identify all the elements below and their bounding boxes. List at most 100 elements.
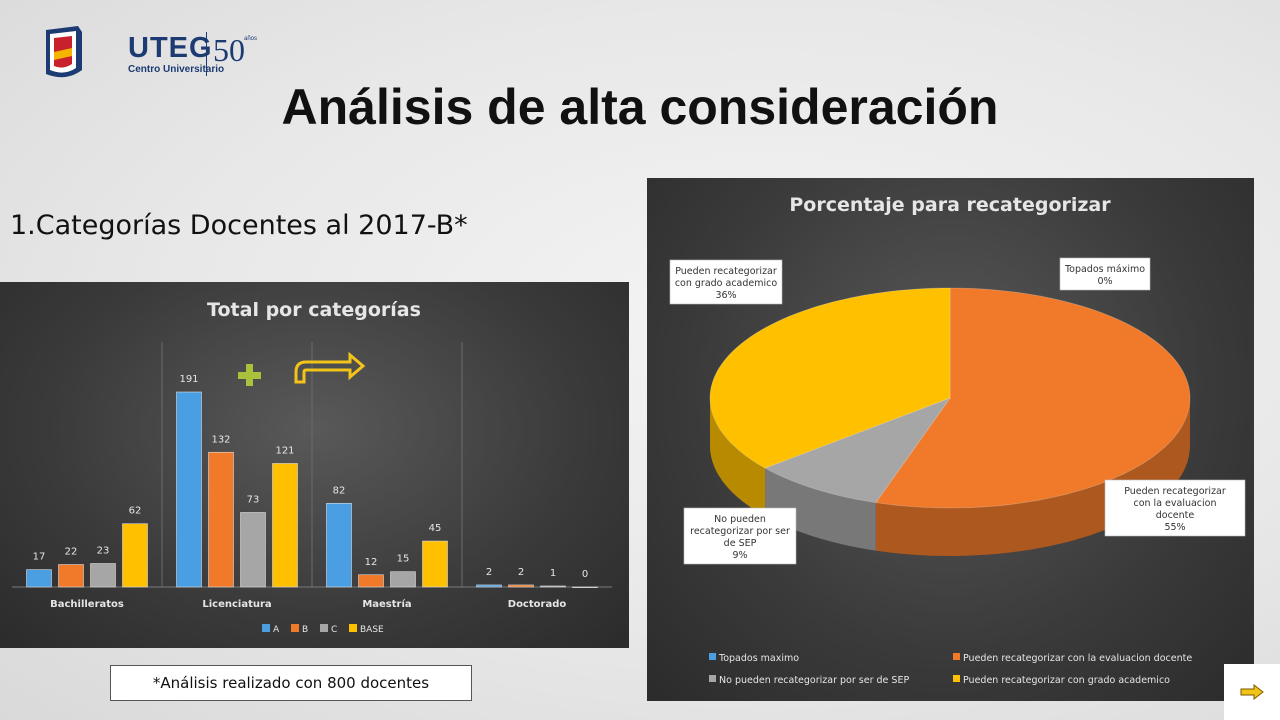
next-arrow-icon <box>1240 684 1264 700</box>
bar-c <box>240 512 266 588</box>
pie-label-text: recategorizar por ser <box>690 526 790 537</box>
legend-label: No pueden recategorizar por ser de SEP <box>719 675 909 686</box>
bar-a <box>476 584 502 588</box>
bar-data-label: 12 <box>365 557 378 568</box>
logo-subtitle: Centro Universitario <box>128 64 225 75</box>
legend-label: Pueden recategorizar con la evaluacion d… <box>963 653 1192 664</box>
plus-icon <box>238 364 261 386</box>
footnote: *Análisis realizado con 800 docentes <box>110 665 472 701</box>
pie-label-text: con la evaluacion <box>1133 498 1216 509</box>
pie-label-text: de SEP <box>724 538 757 549</box>
bar-data-label: 23 <box>97 546 110 557</box>
logo-name: UTEG <box>128 32 213 64</box>
bar-b <box>358 574 384 588</box>
legend-swatch <box>953 653 960 660</box>
pie-slice <box>875 287 1191 509</box>
bar-data-label: 191 <box>179 374 198 385</box>
bar-data-label: 73 <box>247 494 260 505</box>
bar-b <box>58 564 84 588</box>
legend-swatch <box>349 624 357 632</box>
pie-chart-title: Porcentaje para recategorizar <box>789 194 1111 216</box>
legend-swatch <box>262 624 270 632</box>
legend-swatch <box>320 624 328 632</box>
pie-label-text: Pueden recategorizar <box>675 266 777 277</box>
legend-label: Topados maximo <box>718 653 799 664</box>
bar-data-label: 2 <box>518 567 524 578</box>
bar-base <box>122 523 148 588</box>
pie-chart-slices <box>709 287 1191 556</box>
bar-base <box>422 540 448 588</box>
x-tick-label: Bachilleratos <box>50 599 124 610</box>
bar-data-label: 2 <box>486 567 492 578</box>
pie-label-text: 36% <box>715 290 736 301</box>
bar-c <box>90 563 116 588</box>
pie-slice-side <box>710 398 766 517</box>
legend-label: Pueden recategorizar con grado academico <box>963 675 1170 686</box>
logo-anniversary: 50 <box>213 32 245 68</box>
bar-data-label: 17 <box>33 552 46 563</box>
x-tick-label: Maestría <box>362 598 411 610</box>
bar-b <box>508 584 534 588</box>
x-tick-label: Doctorado <box>508 599 567 610</box>
legend-label: A <box>273 625 280 635</box>
bar-chart-legend: A B C BASE <box>262 624 384 635</box>
pie-label-text: 55% <box>1164 522 1185 533</box>
bar-data-label: 62 <box>129 506 142 517</box>
pie-slice <box>709 287 951 469</box>
pie-label-text: 9% <box>732 550 747 561</box>
bar-data-label: 45 <box>429 523 442 534</box>
bar-c <box>390 571 416 588</box>
bar-chart-x-labels: Bachilleratos Licenciatura Maestría Doctora… <box>50 598 566 610</box>
bar-data-label: 22 <box>65 547 78 558</box>
page-subtitle: 1.Categorías Docentes al 2017-B* <box>10 210 468 241</box>
pie-slice-side <box>765 468 876 551</box>
legend-label: B <box>302 625 308 635</box>
uteg-logo: UTEG Centro Universitario 50 años <box>38 24 263 84</box>
bar-chart-panel: Total por categorías 17 22 23 62 191 132 73 121… <box>0 282 629 648</box>
legend-swatch <box>709 675 716 682</box>
legend-swatch <box>953 675 960 682</box>
pie-chart-panel: Porcentaje para recategorizar Topados má… <box>647 178 1254 701</box>
legend-swatch <box>709 653 716 660</box>
legend-label: BASE <box>360 625 384 635</box>
bar-data-label: 121 <box>275 445 294 456</box>
bar-base <box>272 463 298 588</box>
bar-base <box>572 586 598 588</box>
pie-label-text: Pueden recategorizar <box>1124 486 1226 497</box>
pie-label-text: docente <box>1156 510 1195 521</box>
bar-chart-title: Total por categorías <box>207 299 421 321</box>
next-slide-button[interactable] <box>1224 664 1280 720</box>
pie-slice <box>764 397 952 504</box>
logo-anniversary-small: años <box>244 36 258 42</box>
bar-c <box>540 585 566 588</box>
page-title: Análisis de alta consideración <box>281 79 999 135</box>
bar-data-label: 1 <box>550 568 556 579</box>
pie-label-text: con grado academico <box>675 278 778 289</box>
pie-chart-legend: Topados maximo Pueden recategorizar con l… <box>709 653 1192 686</box>
bar-b <box>208 451 234 588</box>
legend-swatch <box>291 624 299 632</box>
x-tick-label: Licenciatura <box>202 599 271 610</box>
legend-label: C <box>331 625 337 635</box>
bar-data-label: 15 <box>397 554 410 565</box>
pie-label-text: No pueden <box>714 514 766 525</box>
bar-data-label: 82 <box>333 485 346 496</box>
bar-a <box>326 502 352 588</box>
bar-data-label: 0 <box>582 569 588 580</box>
bar-chart: Total por categorías 17 22 236219113273121… <box>12 299 612 635</box>
shield-icon <box>46 26 82 78</box>
turn-right-arrow-icon <box>294 351 366 384</box>
bar-a <box>26 569 52 588</box>
pie-chart: Porcentaje para recategorizar Topados má… <box>669 194 1246 686</box>
logo-divider <box>206 32 207 76</box>
pie-label-text: Topados máximo <box>1064 264 1145 275</box>
pie-label-text: 0% <box>1097 276 1112 287</box>
bar-data-label: 132 <box>211 434 230 445</box>
bar-a <box>176 391 202 588</box>
